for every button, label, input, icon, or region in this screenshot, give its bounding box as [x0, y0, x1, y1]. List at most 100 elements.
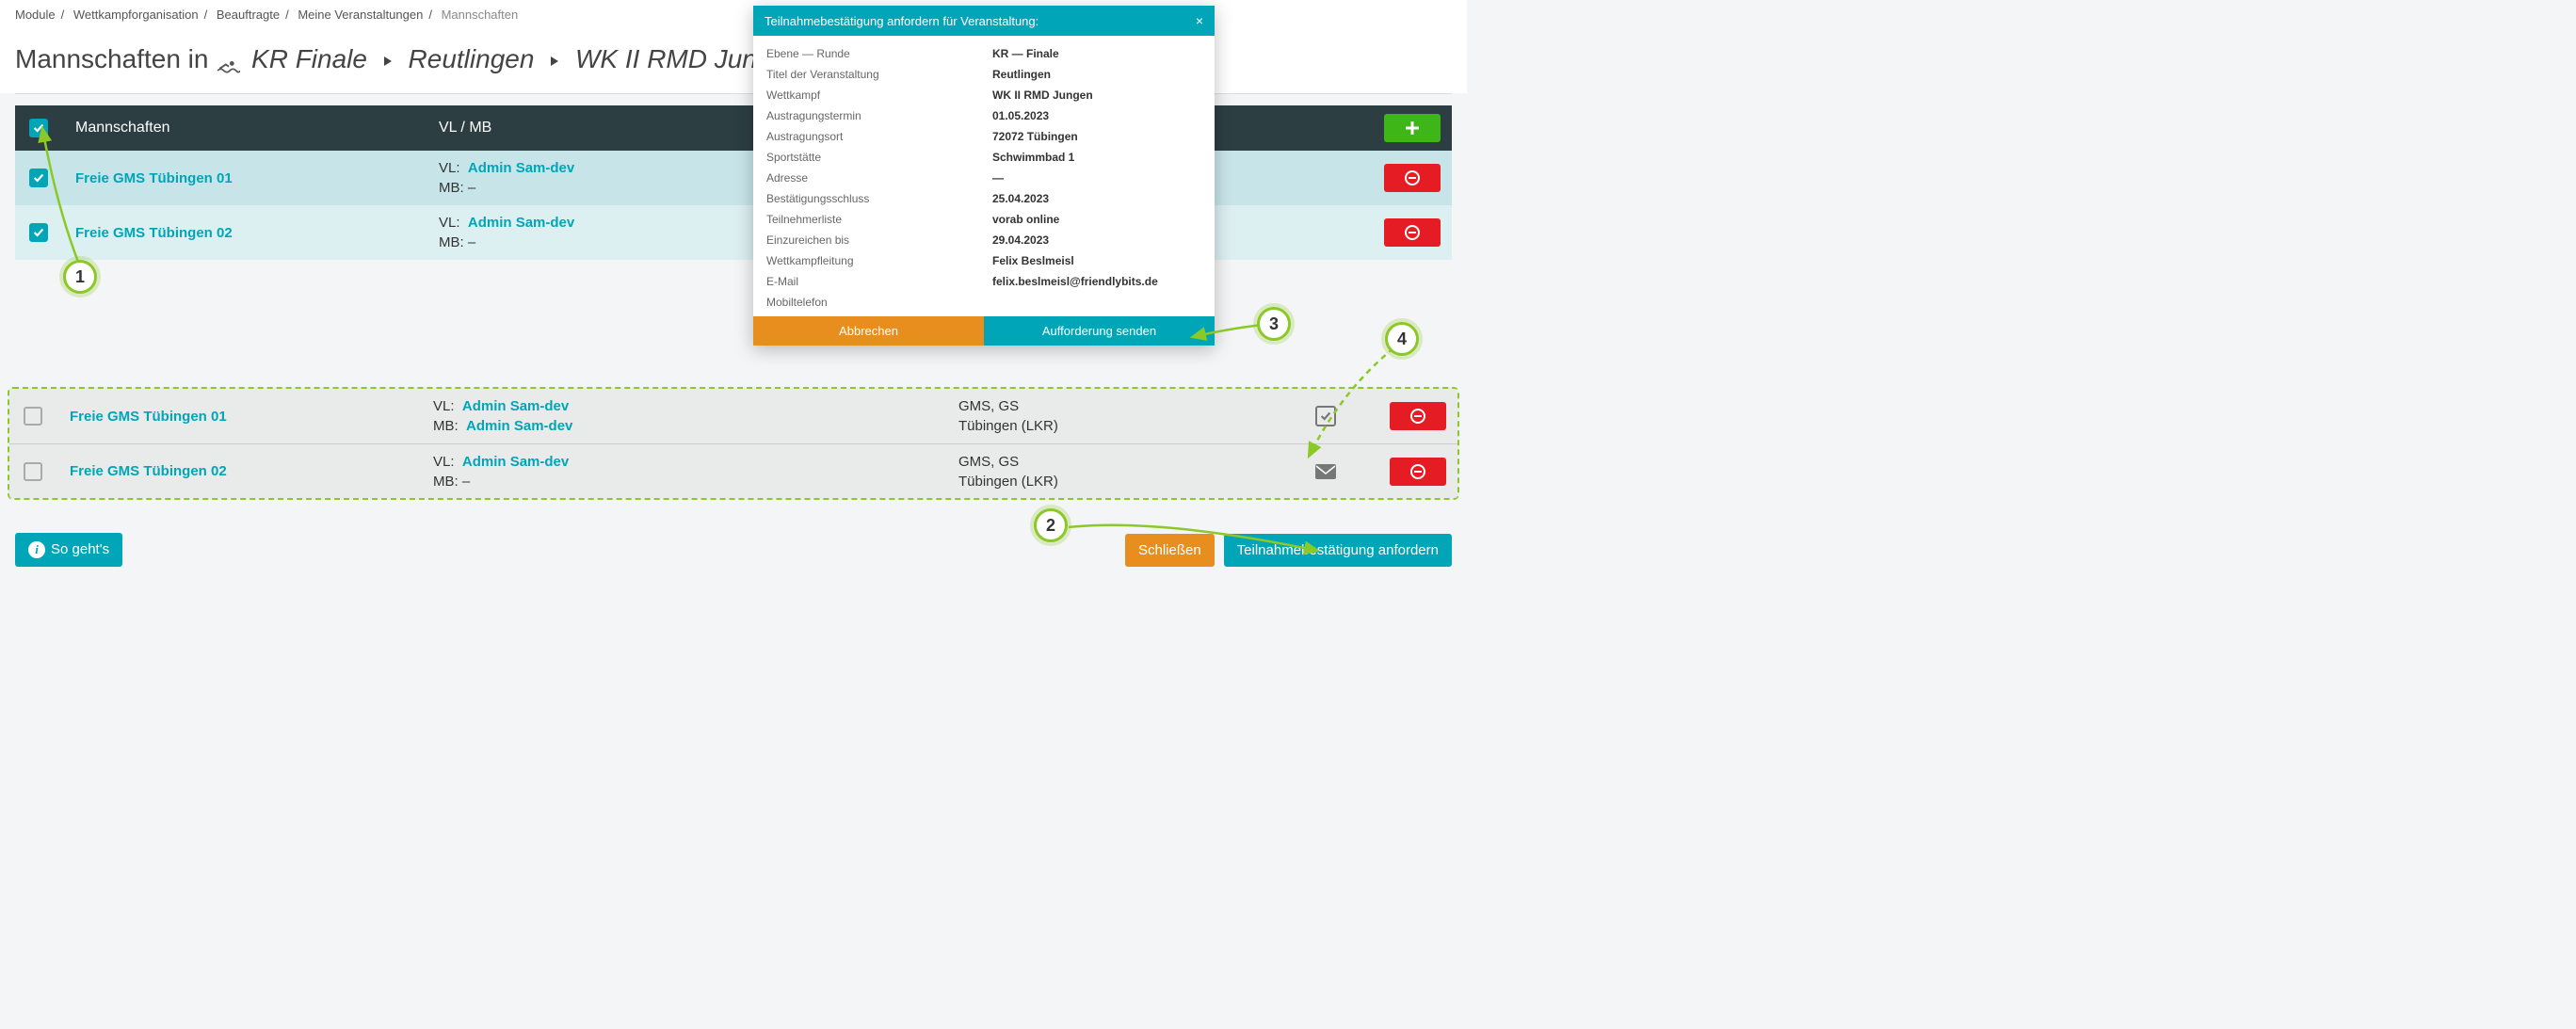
request-confirmation-button[interactable]: Teilnahmebestätigung anfordern [1224, 534, 1452, 567]
mb-label: MB: [439, 180, 464, 196]
modal-cancel-button[interactable]: Abbrechen [753, 316, 984, 346]
title-part2: Reutlingen [409, 44, 535, 73]
annotation-4: 4 [1385, 322, 1419, 356]
annotation-2: 2 [1034, 508, 1068, 542]
modal-send-button[interactable]: Aufforderung senden [984, 316, 1215, 346]
modal-row-label: Mobiltelefon [766, 296, 992, 309]
modal-row: WettkampfWK II RMD Jungen [766, 85, 1201, 105]
mb-label: MB: [433, 418, 459, 434]
delete-button[interactable] [1384, 218, 1441, 247]
swim-icon [216, 52, 240, 71]
modal-row: Mobiltelefon [766, 292, 1201, 313]
row-checkbox[interactable] [24, 462, 42, 481]
modal-row-value: felix.beslmeisl@friendlybits.de [992, 275, 1201, 288]
close-icon[interactable]: × [1196, 13, 1203, 28]
team-link[interactable]: Freie GMS Tübingen 01 [70, 409, 227, 425]
mb-value: – [468, 180, 475, 196]
team-link[interactable]: Freie GMS Tübingen 02 [70, 463, 227, 479]
modal-row-value: Reutlingen [992, 68, 1201, 81]
status-confirmed-icon [1315, 406, 1336, 426]
modal-row: Austragungstermin01.05.2023 [766, 105, 1201, 126]
row-checkbox[interactable] [24, 407, 42, 426]
modal-row-label: Adresse [766, 171, 992, 185]
modal-row-label: Einzureichen bis [766, 233, 992, 247]
info-icon: i [28, 541, 45, 558]
modal-row: E-Mailfelix.beslmeisl@friendlybits.de [766, 271, 1201, 292]
title-prefix: Mannschaften in [15, 44, 208, 73]
footer-bar: iSo geht's Schließen Teilnahmebestätigun… [0, 500, 1467, 578]
modal-row: Bestätigungsschluss25.04.2023 [766, 188, 1201, 209]
breadcrumb: Module/ Wettkampforganisation/ Beauftrag… [0, 0, 1467, 29]
close-button[interactable]: Schließen [1125, 534, 1215, 567]
modal-row: WettkampfleitungFelix Beslmeisl [766, 250, 1201, 271]
divider [15, 93, 1452, 94]
team-link[interactable]: Freie GMS Tübingen 01 [75, 170, 233, 186]
modal-row: Ebene — RundeKR — Finale [766, 43, 1201, 64]
delete-button[interactable] [1384, 164, 1441, 192]
mb-value: – [462, 474, 470, 490]
add-button[interactable] [1384, 114, 1441, 142]
modal-row-label: Ebene — Runde [766, 47, 992, 60]
vl-label: VL: [433, 398, 455, 414]
annotation-1: 1 [63, 260, 97, 294]
delete-button[interactable] [1390, 402, 1446, 430]
breadcrumb-item[interactable]: Wettkampforganisation [73, 8, 199, 22]
modal-row-value: WK II RMD Jungen [992, 88, 1201, 102]
modal-row-label: Titel der Veranstaltung [766, 68, 992, 81]
modal-row-value [992, 296, 1201, 309]
mb-label: MB: [439, 234, 464, 250]
modal-row-label: Wettkampf [766, 88, 992, 102]
modal-row: Austragungsort72072 Tübingen [766, 126, 1201, 147]
modal-row: Einzureichen bis29.04.2023 [766, 230, 1201, 250]
row-checkbox[interactable] [29, 223, 48, 242]
select-all-checkbox[interactable] [29, 119, 48, 137]
mb-label: MB: [433, 474, 459, 490]
breadcrumb-item[interactable]: Module [15, 8, 56, 22]
vl-link[interactable]: Admin Sam-dev [462, 398, 569, 414]
teams-table: Mannschaften VL / MB Freie GMS Tübingen … [15, 105, 1452, 260]
vl-link[interactable]: Admin Sam-dev [468, 215, 574, 231]
modal-row-value: 29.04.2023 [992, 233, 1201, 247]
modal-row-label: Wettkampfleitung [766, 254, 992, 267]
modal-row-value: 01.05.2023 [992, 109, 1201, 122]
vl-label: VL: [433, 454, 455, 470]
mb-link[interactable]: Admin Sam-dev [466, 418, 572, 434]
modal-row-value: 25.04.2023 [992, 192, 1201, 205]
modal-row: SportstätteSchwimmbad 1 [766, 147, 1201, 168]
col-header-teams: Mannschaften [62, 120, 439, 137]
modal-row-value: vorab online [992, 213, 1201, 226]
breadcrumb-item[interactable]: Beauftragte [217, 8, 280, 22]
breadcrumb-current: Mannschaften [442, 8, 519, 22]
delete-button[interactable] [1390, 458, 1446, 486]
vl-link[interactable]: Admin Sam-dev [468, 160, 574, 176]
district: Tübingen (LKR) [958, 472, 1279, 491]
status-mail-icon [1314, 463, 1337, 480]
chevron-icon [551, 56, 558, 66]
modal-row-value: Schwimmbad 1 [992, 151, 1201, 164]
modal-header: Teilnahmebestätigung anfordern für Veran… [753, 6, 1215, 36]
modal-row-value: 72072 Tübingen [992, 130, 1201, 143]
vl-link[interactable]: Admin Sam-dev [462, 454, 569, 470]
modal-row-label: Austragungstermin [766, 109, 992, 122]
table-row: Freie GMS Tübingen 02 VL: Admin Sam-dev … [15, 205, 1452, 260]
school-type: GMS, GS [958, 452, 1279, 472]
table-row: Freie GMS Tübingen 02 VL: Admin Sam-dev … [9, 443, 1457, 498]
school-type: GMS, GS [958, 396, 1279, 416]
title-part1: KR Finale [251, 44, 367, 73]
team-link[interactable]: Freie GMS Tübingen 02 [75, 225, 233, 241]
district: Tübingen (LKR) [958, 416, 1279, 436]
modal-row-label: Austragungsort [766, 130, 992, 143]
modal-row-value: — [992, 171, 1201, 185]
help-button[interactable]: iSo geht's [15, 533, 122, 567]
modal-row-value: KR — Finale [992, 47, 1201, 60]
modal-footer: Abbrechen Aufforderung senden [753, 316, 1215, 346]
table-row: Freie GMS Tübingen 01 VL: Admin Sam-dev … [9, 389, 1457, 443]
modal-row: Adresse— [766, 168, 1201, 188]
vl-label: VL: [439, 215, 460, 231]
modal-row-value: Felix Beslmeisl [992, 254, 1201, 267]
table-row: Freie GMS Tübingen 01 VL: Admin Sam-dev … [15, 151, 1452, 205]
vl-label: VL: [439, 160, 460, 176]
row-checkbox[interactable] [29, 169, 48, 187]
modal-row-label: Sportstätte [766, 151, 992, 164]
breadcrumb-item[interactable]: Meine Veranstaltungen [298, 8, 423, 22]
